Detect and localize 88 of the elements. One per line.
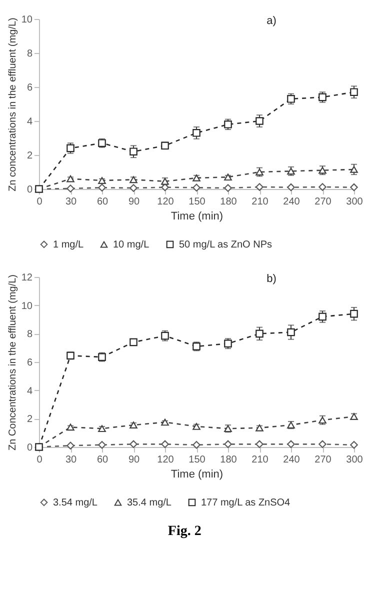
point — [192, 423, 200, 430]
point — [224, 440, 232, 448]
point — [350, 413, 358, 420]
point — [98, 184, 106, 192]
y-tick-label: 10 — [21, 14, 33, 26]
point — [318, 312, 326, 321]
x-tick-label: 30 — [65, 454, 77, 466]
x-tick-label: 150 — [188, 454, 206, 466]
y-tick-label: 8 — [26, 48, 33, 60]
point — [192, 174, 200, 182]
x-tick-label: 90 — [128, 454, 140, 466]
y-tick-label: 10 — [21, 300, 33, 312]
x-tick-label: 270 — [314, 196, 332, 208]
x-tick-label: 180 — [220, 196, 238, 208]
y-tick-label: 0 — [26, 442, 33, 454]
y-axis-title: Zn Concentrations in the effluent (mg/L) — [7, 274, 18, 451]
point — [350, 440, 358, 449]
point — [98, 425, 106, 432]
point — [130, 338, 138, 346]
y-tick-label: 2 — [26, 414, 33, 426]
caption: Fig. 2 — [168, 524, 202, 539]
point — [66, 175, 74, 182]
x-tick-label: 210 — [252, 196, 269, 208]
x-tick-label: 240 — [283, 454, 300, 466]
y-tick-label: 12 — [21, 272, 33, 284]
point — [287, 440, 295, 448]
point — [287, 183, 295, 192]
x-tick-label: 300 — [346, 196, 364, 208]
point — [192, 128, 200, 137]
x-tick-label: 270 — [314, 454, 332, 466]
point — [130, 148, 138, 156]
point — [350, 310, 358, 318]
x-tick-label: 30 — [65, 196, 77, 208]
y-tick-label: 0 — [26, 184, 33, 196]
point — [161, 440, 169, 448]
point — [350, 183, 358, 192]
point — [98, 177, 106, 184]
x-tick-label: 90 — [128, 196, 140, 208]
point — [318, 440, 326, 448]
point — [192, 440, 200, 449]
point — [66, 184, 74, 192]
legend-label: 3.54 mg/L — [53, 497, 98, 508]
x-tick-label: 180 — [220, 454, 238, 466]
y-tick-label: 2 — [26, 150, 33, 162]
x-tick-label: 210 — [252, 454, 269, 466]
point — [256, 117, 264, 125]
x-tick-label: 0 — [36, 196, 43, 208]
legend-label: 10 mg/L — [113, 240, 150, 250]
point — [130, 422, 138, 428]
x-tick-label: 120 — [157, 196, 174, 208]
legend-label: 35.4 mg/L — [127, 498, 172, 508]
x-tick-label: 300 — [346, 454, 364, 466]
point — [66, 442, 74, 450]
legend-label: 50 mg/L as ZnO NPs — [179, 239, 272, 250]
point — [224, 174, 232, 181]
y-tick-label: 4 — [26, 116, 33, 128]
point — [256, 183, 264, 191]
point — [98, 440, 106, 449]
y-tick-label: 6 — [26, 358, 33, 368]
x-tick-label: 120 — [157, 454, 174, 466]
x-axis-title: Time (min) — [170, 210, 224, 222]
x-tick-label: 150 — [188, 196, 206, 208]
point — [224, 340, 232, 348]
point — [256, 330, 264, 338]
chart-title: b) — [266, 273, 276, 285]
y-tick-label: 6 — [26, 82, 33, 94]
point — [130, 440, 138, 448]
chart-title: a) — [266, 15, 276, 27]
x-tick-label: 240 — [283, 196, 300, 208]
point — [350, 88, 358, 96]
legend-label: 1 mg/L — [53, 239, 84, 250]
y-axis-title: Zn concentrations in the effluent (mg/L) — [7, 18, 18, 192]
x-tick-label: 0 — [36, 454, 43, 466]
point — [256, 440, 264, 448]
point — [318, 183, 326, 191]
point — [350, 166, 358, 173]
x-tick-label: 60 — [96, 454, 108, 466]
point — [130, 184, 138, 192]
y-tick-label: 8 — [26, 329, 33, 340]
point — [224, 184, 232, 192]
y-tick-label: 4 — [26, 386, 33, 397]
point — [192, 184, 200, 192]
legend-label: 177 mg/L as ZnSO4 — [201, 497, 291, 508]
x-axis-title: Time (min) — [170, 468, 224, 480]
point — [130, 176, 138, 184]
point — [287, 328, 295, 336]
point — [256, 424, 264, 432]
x-tick-label: 60 — [96, 196, 108, 208]
